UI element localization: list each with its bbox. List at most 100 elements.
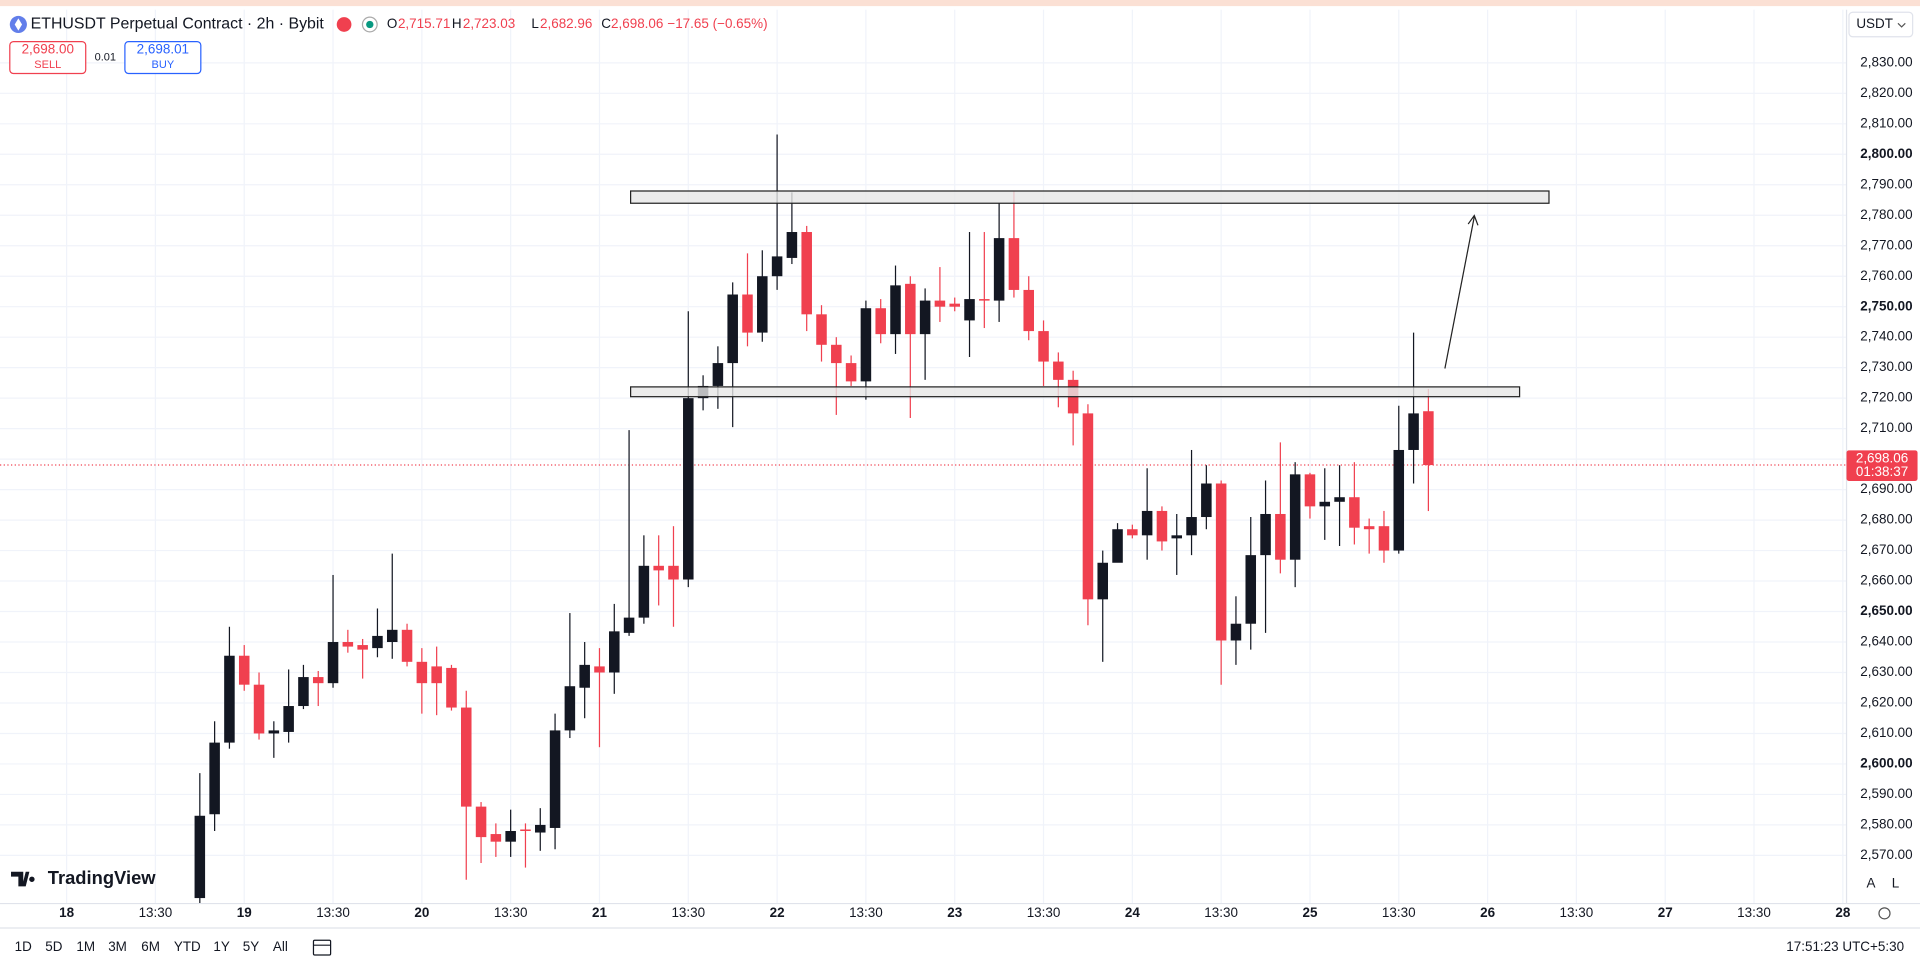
range-button[interactable]: 1Y: [213, 939, 229, 954]
ohlc-value: 2,682.96: [540, 16, 592, 31]
candle-body: [224, 655, 235, 743]
buy-button[interactable]: [124, 41, 202, 75]
y-tick-label: 2,630.00: [1860, 664, 1912, 679]
candle-body: [1304, 474, 1316, 507]
currency-selector[interactable]: [1848, 11, 1914, 38]
range-button[interactable]: 5Y: [243, 939, 259, 954]
x-tick-label: 13:30: [1027, 905, 1061, 920]
range-button[interactable]: YTD: [174, 939, 201, 954]
auto-scale-button[interactable]: A: [1867, 876, 1876, 891]
candle-body: [964, 299, 975, 321]
sell-price[interactable]: 2,698.00: [22, 42, 74, 57]
ohlc-value: 2,715.71: [398, 16, 450, 31]
candle-body: [1260, 513, 1271, 556]
clock[interactable]: 17:51:23 UTC+5:30: [1786, 939, 1904, 954]
candle-body: [327, 642, 339, 684]
candle-body: [771, 256, 783, 277]
candle-body: [905, 283, 916, 335]
range-button[interactable]: 5D: [45, 939, 62, 954]
arrow-head: [1467, 214, 1479, 226]
candle-body: [890, 285, 901, 335]
y-tick-label: 2,810.00: [1860, 115, 1912, 130]
y-tick-label: 2,720.00: [1860, 390, 1912, 405]
candle-body: [372, 635, 383, 649]
price-tag-price: 2,698.06: [1856, 450, 1908, 465]
x-tick-label: 13:30: [1204, 905, 1238, 920]
x-tick-label: 23: [947, 905, 962, 920]
date-range-icon[interactable]: [312, 939, 332, 956]
y-tick-label: 2,750.00: [1860, 298, 1912, 313]
candle-body: [949, 303, 960, 307]
y-tick-label: 2,610.00: [1860, 725, 1912, 740]
x-tick-label: 13:30: [494, 905, 528, 920]
candle-body: [1230, 623, 1242, 641]
range-button[interactable]: All: [273, 939, 288, 954]
y-tick-label: 2,830.00: [1860, 54, 1912, 69]
sell-label[interactable]: SELL: [34, 59, 61, 71]
sell-button[interactable]: [9, 41, 87, 75]
y-tick-label: 2,780.00: [1860, 207, 1912, 222]
candle-body: [1053, 361, 1064, 380]
range-button[interactable]: 1M: [76, 939, 95, 954]
settings-icon[interactable]: [1878, 907, 1891, 920]
range-button[interactable]: 6M: [141, 939, 160, 954]
candle-body: [594, 666, 605, 673]
candle-body: [490, 834, 502, 842]
range-button[interactable]: 1D: [15, 939, 32, 954]
x-tick-label: 26: [1480, 905, 1495, 920]
candle-body: [860, 308, 872, 382]
symbol-title[interactable]: ETHUSDT Perpetual Contract · 2h · Bybit: [31, 16, 325, 33]
candle-body: [460, 707, 472, 807]
candle-body: [446, 667, 457, 708]
x-tick-label: 22: [770, 905, 785, 920]
log-scale-button[interactable]: L: [1892, 876, 1900, 891]
x-tick-label: 13:30: [316, 905, 350, 920]
candle-body: [268, 730, 280, 734]
x-tick-label: 19: [237, 905, 252, 920]
candle-body: [342, 642, 354, 647]
buy-price[interactable]: 2,698.01: [137, 42, 189, 57]
candle-body: [1141, 510, 1153, 536]
projection-arrow: [1444, 216, 1475, 369]
candle-body: [1408, 413, 1419, 450]
candle-body: [386, 629, 398, 643]
resistance-zone: [630, 190, 1550, 204]
currency-caret: [1897, 22, 1906, 28]
candle-body: [919, 300, 931, 335]
candle-body: [209, 742, 220, 815]
x-tick-label: 21: [592, 905, 607, 920]
candle-body: [505, 831, 516, 842]
candle-body: [1127, 529, 1138, 536]
y-tick-label: 2,730.00: [1860, 359, 1912, 374]
ohlc-key: L: [531, 16, 539, 31]
candle-body: [238, 655, 250, 685]
range-button[interactable]: 3M: [108, 939, 127, 954]
candle-body: [1215, 483, 1227, 641]
candle-body: [934, 300, 946, 307]
currency[interactable]: USDT: [1856, 16, 1893, 31]
y-tick-label: 2,790.00: [1860, 176, 1912, 191]
x-tick-label: 20: [414, 905, 429, 920]
candle-body: [742, 294, 753, 333]
ohlc-value: 2,698.06: [611, 16, 663, 31]
y-tick-label: 2,690.00: [1860, 481, 1912, 496]
y-tick-label: 2,740.00: [1860, 329, 1912, 344]
candle-body: [475, 806, 487, 838]
candle-body: [1334, 497, 1345, 502]
x-tick-label: 24: [1125, 905, 1140, 920]
candle-body: [1423, 411, 1434, 466]
y-tick-label: 2,770.00: [1860, 237, 1912, 252]
y-tick-label: 2,580.00: [1860, 816, 1912, 831]
x-tick-label: 13:30: [139, 905, 173, 920]
candle-body: [1186, 517, 1197, 536]
candle-body: [1349, 497, 1360, 528]
y-tick-label: 2,600.00: [1860, 756, 1912, 771]
candle-body: [564, 686, 576, 731]
y-tick-label: 2,570.00: [1860, 847, 1912, 862]
candle-body: [253, 684, 265, 734]
buy-label[interactable]: BUY: [152, 59, 175, 71]
candle-body: [786, 232, 798, 258]
candle-body: [816, 314, 827, 345]
